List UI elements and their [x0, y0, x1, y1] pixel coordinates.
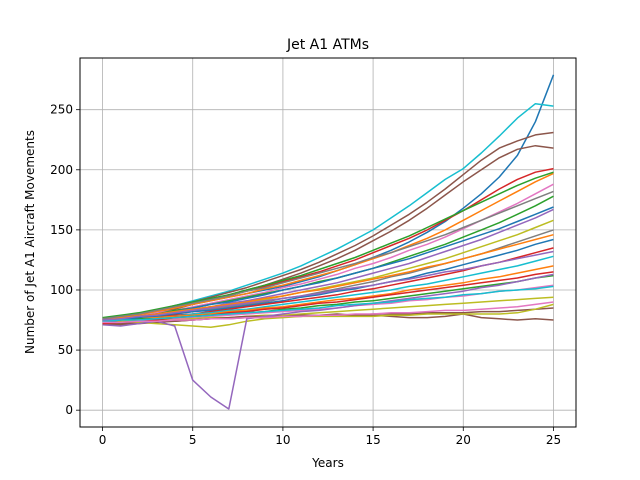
y-tick-label: 0 [65, 403, 73, 417]
y-tick-label: 150 [50, 223, 73, 237]
y-tick-label: 100 [50, 283, 73, 297]
y-axis-label: Number of Jet A1 Aircraft Movements [23, 130, 37, 354]
series-line-12 [102, 238, 554, 321]
series-line-30 [102, 250, 554, 321]
series-line-22 [102, 273, 554, 410]
chart-title: Jet A1 ATMs [286, 37, 369, 53]
plot-frame [79, 57, 577, 428]
series-line-21 [102, 303, 554, 328]
x-tick-label: 15 [365, 433, 380, 447]
x-tick-label: 20 [456, 433, 471, 447]
y-tick-label: 250 [50, 103, 73, 117]
x-tick-label: 0 [99, 433, 107, 447]
series-line-25 [102, 233, 554, 320]
y-axis-ticks: 0 50 100 150 200 250 [50, 103, 80, 417]
grid [80, 58, 576, 427]
series-line-28 [102, 301, 554, 324]
y-tick-label: 200 [50, 163, 73, 177]
x-tick-label: 25 [546, 433, 561, 447]
x-axis-label: Years [311, 456, 344, 470]
series-line-27 [102, 285, 554, 322]
series-line-6 [102, 172, 554, 321]
series-lines [102, 74, 555, 410]
series-line-15 [102, 265, 554, 322]
series-line-23 [102, 171, 554, 319]
series-line-29 [102, 190, 554, 320]
x-axis-ticks: 0 5 10 15 20 25 [99, 427, 561, 447]
series-line-4 [102, 144, 554, 324]
x-tick-label: 5 [189, 433, 197, 447]
y-tick-label: 50 [58, 343, 73, 357]
x-tick-label: 10 [275, 433, 290, 447]
